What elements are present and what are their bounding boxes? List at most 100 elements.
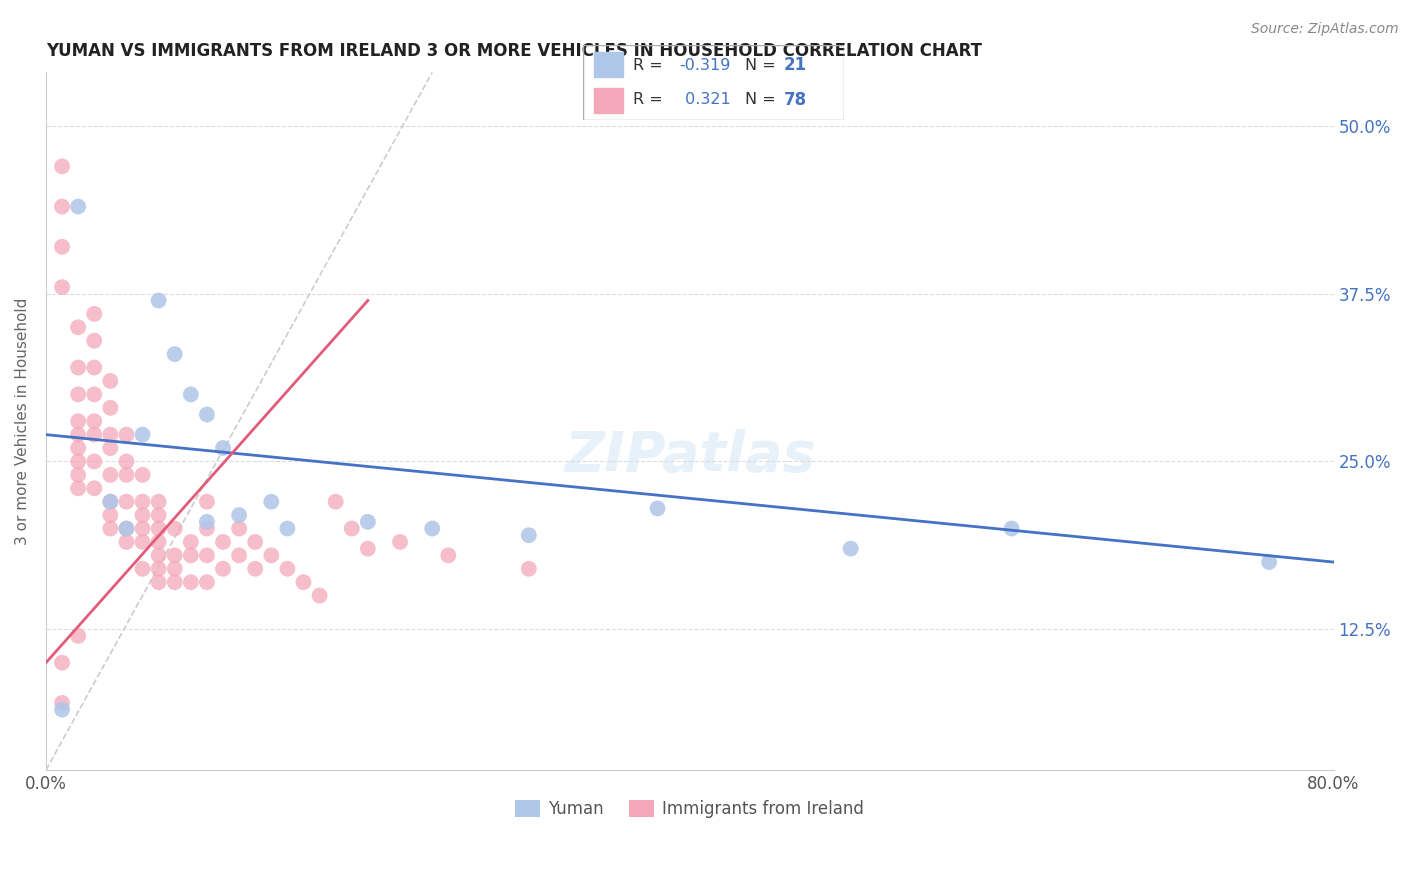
Point <box>180 535 202 549</box>
Text: 0.321: 0.321 <box>679 93 731 107</box>
Text: R =: R = <box>633 93 668 107</box>
Point <box>115 467 138 482</box>
Point <box>1258 555 1281 569</box>
Point <box>517 562 540 576</box>
Point <box>67 441 90 455</box>
Point <box>148 535 170 549</box>
Point <box>180 549 202 563</box>
Point <box>83 334 105 348</box>
Point <box>195 408 218 422</box>
Point <box>115 494 138 508</box>
Point <box>51 200 73 214</box>
Point <box>67 454 90 468</box>
Point <box>131 522 153 536</box>
Point <box>67 320 90 334</box>
Point <box>131 535 153 549</box>
Point <box>437 549 460 563</box>
Point <box>839 541 862 556</box>
Point <box>115 454 138 468</box>
Point <box>292 575 315 590</box>
Text: ZIPatlas: ZIPatlas <box>564 429 815 483</box>
Point <box>83 427 105 442</box>
Point <box>276 562 298 576</box>
Point <box>1001 522 1024 536</box>
Point <box>98 508 121 522</box>
Point <box>195 575 218 590</box>
Point <box>98 494 121 508</box>
Point <box>83 387 105 401</box>
Point <box>163 575 186 590</box>
Point <box>357 515 380 529</box>
Point <box>212 562 235 576</box>
Point <box>51 696 73 710</box>
Point <box>148 522 170 536</box>
Point <box>212 441 235 455</box>
Point <box>131 467 153 482</box>
Point <box>195 494 218 508</box>
Point <box>98 374 121 388</box>
Point <box>163 562 186 576</box>
Point <box>83 481 105 495</box>
Point <box>148 562 170 576</box>
Point <box>51 703 73 717</box>
Point <box>148 549 170 563</box>
Point <box>98 467 121 482</box>
Point <box>340 522 363 536</box>
Point <box>98 494 121 508</box>
Point <box>195 549 218 563</box>
Point <box>228 522 250 536</box>
Point <box>67 427 90 442</box>
Point <box>148 575 170 590</box>
Point <box>163 347 186 361</box>
Text: 21: 21 <box>783 56 807 74</box>
Point <box>308 589 330 603</box>
Point <box>389 535 412 549</box>
Point <box>163 522 186 536</box>
Point <box>195 515 218 529</box>
Point <box>67 387 90 401</box>
Point <box>325 494 347 508</box>
Point <box>51 240 73 254</box>
Point <box>131 494 153 508</box>
Point <box>115 535 138 549</box>
Point <box>51 159 73 173</box>
Text: R =: R = <box>633 58 668 72</box>
Point <box>517 528 540 542</box>
Point <box>67 414 90 428</box>
Point <box>260 494 283 508</box>
Point <box>67 629 90 643</box>
Point <box>98 441 121 455</box>
Text: 78: 78 <box>783 91 807 109</box>
Point <box>245 562 267 576</box>
Point <box>195 522 218 536</box>
Point <box>148 494 170 508</box>
Point <box>245 535 267 549</box>
Point <box>115 522 138 536</box>
Point <box>228 549 250 563</box>
Point <box>276 522 298 536</box>
Point <box>98 427 121 442</box>
Point <box>647 501 669 516</box>
Point <box>115 522 138 536</box>
Point <box>420 522 443 536</box>
Text: Source: ZipAtlas.com: Source: ZipAtlas.com <box>1251 22 1399 37</box>
Point <box>180 575 202 590</box>
Point <box>228 508 250 522</box>
Point <box>83 454 105 468</box>
Point <box>357 541 380 556</box>
Point <box>98 401 121 415</box>
Point <box>98 522 121 536</box>
Bar <box>593 87 623 112</box>
Point <box>83 414 105 428</box>
Text: -0.319: -0.319 <box>679 58 731 72</box>
Point <box>115 427 138 442</box>
Point <box>51 656 73 670</box>
Point <box>83 360 105 375</box>
Point <box>67 200 90 214</box>
Point <box>131 562 153 576</box>
Point <box>163 549 186 563</box>
Point <box>148 508 170 522</box>
Text: N =: N = <box>745 93 780 107</box>
Point <box>67 467 90 482</box>
Bar <box>593 52 623 78</box>
